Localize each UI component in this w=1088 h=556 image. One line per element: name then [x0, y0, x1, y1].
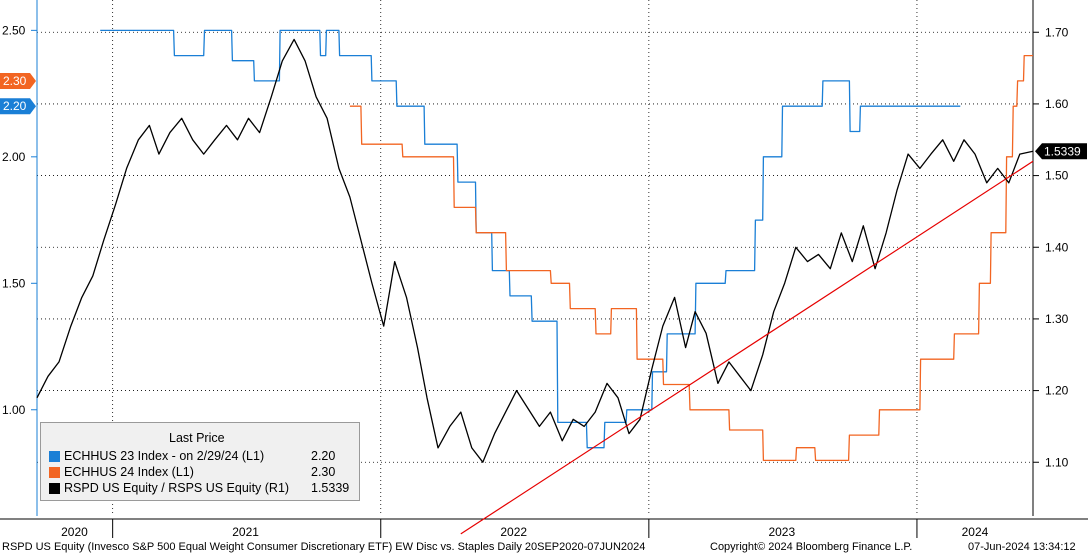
axes: 1.10 1.20 1.30 1.40 1.50 1.60 1.70 1.00 1.50 2.00…	[0, 0, 1088, 538]
legend-value: 2.20	[311, 449, 336, 463]
right-axis-label: 1.20	[1045, 384, 1069, 398]
right-axis-label: 1.50	[1045, 169, 1069, 183]
right-axis-label: 1.10	[1045, 455, 1069, 469]
left-axis-label: 2.00	[2, 150, 26, 164]
legend-label: ECHHUS 24 Index (L1)	[64, 465, 194, 479]
series-line-rspd	[36, 38, 1034, 463]
right-axis-label: 1.40	[1045, 240, 1069, 254]
legend-title: Last Price	[169, 431, 225, 445]
left-axis-label: 2.50	[2, 23, 26, 37]
x-axis-label: 2024	[962, 525, 989, 538]
left-value-tag	[0, 72, 36, 89]
footer-description: RSPD US Equity (Invesco S&P 500 Equal We…	[2, 541, 646, 553]
right-value-tag	[1035, 143, 1087, 160]
value-tags: 2.30 2.20 1.5339	[0, 72, 1087, 160]
x-axis-label: 2022	[500, 525, 527, 538]
footer: RSPD US Equity (Invesco S&P 500 Equal We…	[0, 538, 1088, 556]
left-axis-label: 1.00	[2, 403, 26, 417]
chart-canvas: 1.10 1.20 1.30 1.40 1.50 1.60 1.70 1.00 1.50 2.00…	[0, 0, 1088, 538]
legend-swatch-orange	[49, 467, 60, 478]
footer-copyright: Copyright© 2024 Bloomberg Finance L.P.	[710, 541, 913, 553]
right-axis-label: 1.60	[1045, 97, 1069, 111]
series-line-echhus	[100, 29, 961, 449]
legend-label: RSPD US Equity / RSPS US Equity (R1)	[64, 481, 290, 495]
series-group	[36, 29, 1034, 535]
left-value-tag	[0, 98, 36, 115]
legend-swatch-black	[49, 483, 60, 494]
legend-label: ECHHUS 23 Index - on 2/29/24 (L1)	[64, 449, 265, 463]
footer-timestamp: 07-Jun-2024 13:34:12	[968, 541, 1076, 553]
legend-value: 2.30	[311, 465, 336, 479]
legend-swatch-blue	[49, 451, 60, 462]
left-axis-label: 1.50	[2, 276, 26, 290]
x-axis-label: 2020	[61, 525, 88, 538]
series-line-trendline	[460, 160, 1034, 535]
right-value-tag-text: 1.5339	[1044, 144, 1081, 158]
x-axis-label: 2023	[768, 525, 795, 538]
legend-value: 1.5339	[311, 481, 350, 495]
right-axis-label: 1.30	[1045, 312, 1069, 326]
left-value-tag-text: 2.20	[3, 99, 27, 113]
right-axis-label: 1.70	[1045, 25, 1069, 39]
legend: Last Price ECHHUS 23 Index - on 2/29/24 …	[40, 422, 360, 501]
series-line-echhus	[349, 54, 1033, 462]
x-axis-label: 2021	[232, 525, 259, 538]
left-value-tag-text: 2.30	[3, 74, 27, 88]
